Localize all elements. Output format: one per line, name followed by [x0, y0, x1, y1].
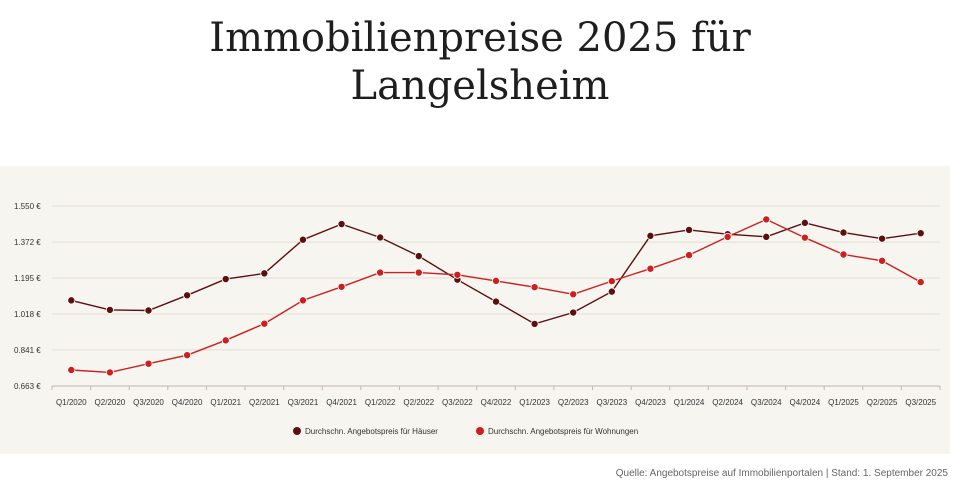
data-point-series-2 — [530, 283, 539, 292]
data-point-series-2 — [916, 278, 925, 287]
data-point-series-2 — [569, 290, 578, 299]
x-tick-label: Q3/2024 — [751, 398, 782, 407]
data-point-series-2 — [376, 268, 385, 277]
data-point-series-2 — [839, 250, 848, 259]
series-line-1 — [71, 222, 921, 325]
data-point-series-1 — [491, 297, 500, 306]
data-point-series-1 — [607, 287, 616, 296]
x-tick-label: Q1/2020 — [56, 398, 87, 407]
data-point-series-1 — [800, 218, 809, 227]
legend-label-1: Durchschn. Angebotspreis für Häuser — [305, 427, 438, 436]
data-point-series-2 — [260, 319, 269, 328]
x-tick-label: Q2/2022 — [403, 398, 434, 407]
data-point-series-1 — [414, 252, 423, 261]
data-point-series-1 — [376, 233, 385, 242]
source-note: Quelle: Angebotspreise auf Immobilienpor… — [615, 468, 948, 479]
x-tick-label: Q1/2022 — [365, 398, 396, 407]
data-point-series-2 — [762, 215, 771, 224]
x-tick-label: Q4/2024 — [790, 398, 821, 407]
data-point-series-2 — [491, 276, 500, 285]
y-tick-label: 0.841 € — [14, 346, 41, 355]
data-point-series-1 — [646, 231, 655, 240]
y-tick-label: 1.195 € — [14, 274, 41, 283]
y-tick-label: 1.018 € — [14, 310, 41, 319]
y-tick-label: 0.663 € — [14, 382, 41, 391]
data-point-series-1 — [183, 291, 192, 300]
x-tick-label: Q3/2022 — [442, 398, 473, 407]
x-tick-label: Q3/2021 — [288, 398, 319, 407]
data-point-series-2 — [298, 296, 307, 305]
data-point-series-1 — [221, 275, 230, 284]
x-tick-label: Q4/2022 — [481, 398, 512, 407]
x-tick-label: Q1/2023 — [519, 398, 550, 407]
data-point-series-1 — [105, 305, 114, 314]
data-point-series-2 — [144, 359, 153, 368]
y-axis: 0.663 € 0.841 € 1.018 € 1.195 € 1.372 € 1.550… — [14, 202, 41, 391]
legend-marker-2 — [476, 427, 484, 435]
series-points — [67, 215, 925, 377]
x-tick-label: Q2/2024 — [712, 398, 743, 407]
x-tick-label: Q3/2023 — [596, 398, 627, 407]
data-point-series-2 — [221, 336, 230, 345]
data-point-series-2 — [878, 256, 887, 265]
data-point-series-2 — [337, 282, 346, 291]
x-tick-label: Q3/2020 — [133, 398, 164, 407]
x-tick-label: Q4/2020 — [172, 398, 203, 407]
data-point-series-1 — [144, 306, 153, 315]
data-point-series-1 — [685, 225, 694, 234]
data-point-series-1 — [762, 232, 771, 241]
data-point-series-2 — [67, 365, 76, 374]
data-point-series-2 — [414, 268, 423, 277]
x-tick-label: Q2/2023 — [558, 398, 589, 407]
data-point-series-1 — [67, 296, 76, 305]
data-point-series-2 — [685, 251, 694, 260]
x-tick-label: Q1/2025 — [828, 398, 859, 407]
x-tick-label: Q4/2023 — [635, 398, 666, 407]
data-point-series-1 — [298, 235, 307, 244]
y-tick-label: 1.372 € — [14, 238, 41, 247]
chart-panel — [0, 166, 950, 454]
data-point-series-1 — [260, 269, 269, 278]
data-point-series-1 — [337, 220, 346, 229]
data-point-series-1 — [916, 229, 925, 238]
y-tick-label: 1.550 € — [14, 202, 41, 211]
x-tick-label: Q1/2024 — [674, 398, 705, 407]
data-point-series-2 — [607, 277, 616, 286]
data-point-series-1 — [569, 308, 578, 317]
x-tick-label: Q2/2020 — [95, 398, 126, 407]
x-tick-label: Q1/2021 — [210, 398, 241, 407]
x-axis: Q1/2020 Q2/2020 Q3/2020 Q4/2020 Q1/2021 Q2/20… — [51, 385, 941, 407]
data-point-series-2 — [105, 368, 114, 377]
data-point-series-2 — [646, 264, 655, 273]
data-point-series-2 — [183, 351, 192, 360]
legend: Durchschn. Angebotspreis für Häuser Durch… — [293, 427, 638, 436]
x-tick-label: Q4/2021 — [326, 398, 357, 407]
title-line-2: Langelsheim — [350, 63, 610, 109]
legend-label-2: Durchschn. Angebotspreis für Wohnungen — [488, 427, 638, 436]
data-point-series-2 — [453, 270, 462, 279]
data-point-series-1 — [530, 319, 539, 328]
legend-marker-1 — [293, 427, 301, 435]
x-tick-label: Q3/2025 — [905, 398, 936, 407]
data-point-series-1 — [839, 228, 848, 237]
title-line-1: Immobilienpreise 2025 für — [209, 15, 751, 61]
data-point-series-1 — [878, 234, 887, 243]
data-point-series-2 — [800, 233, 809, 242]
x-tick-label: Q2/2021 — [249, 398, 280, 407]
data-point-series-2 — [723, 232, 732, 241]
chart-title: Immobilienpreise 2025 für Langelsheim — [0, 14, 960, 110]
x-tick-label: Q2/2025 — [867, 398, 898, 407]
